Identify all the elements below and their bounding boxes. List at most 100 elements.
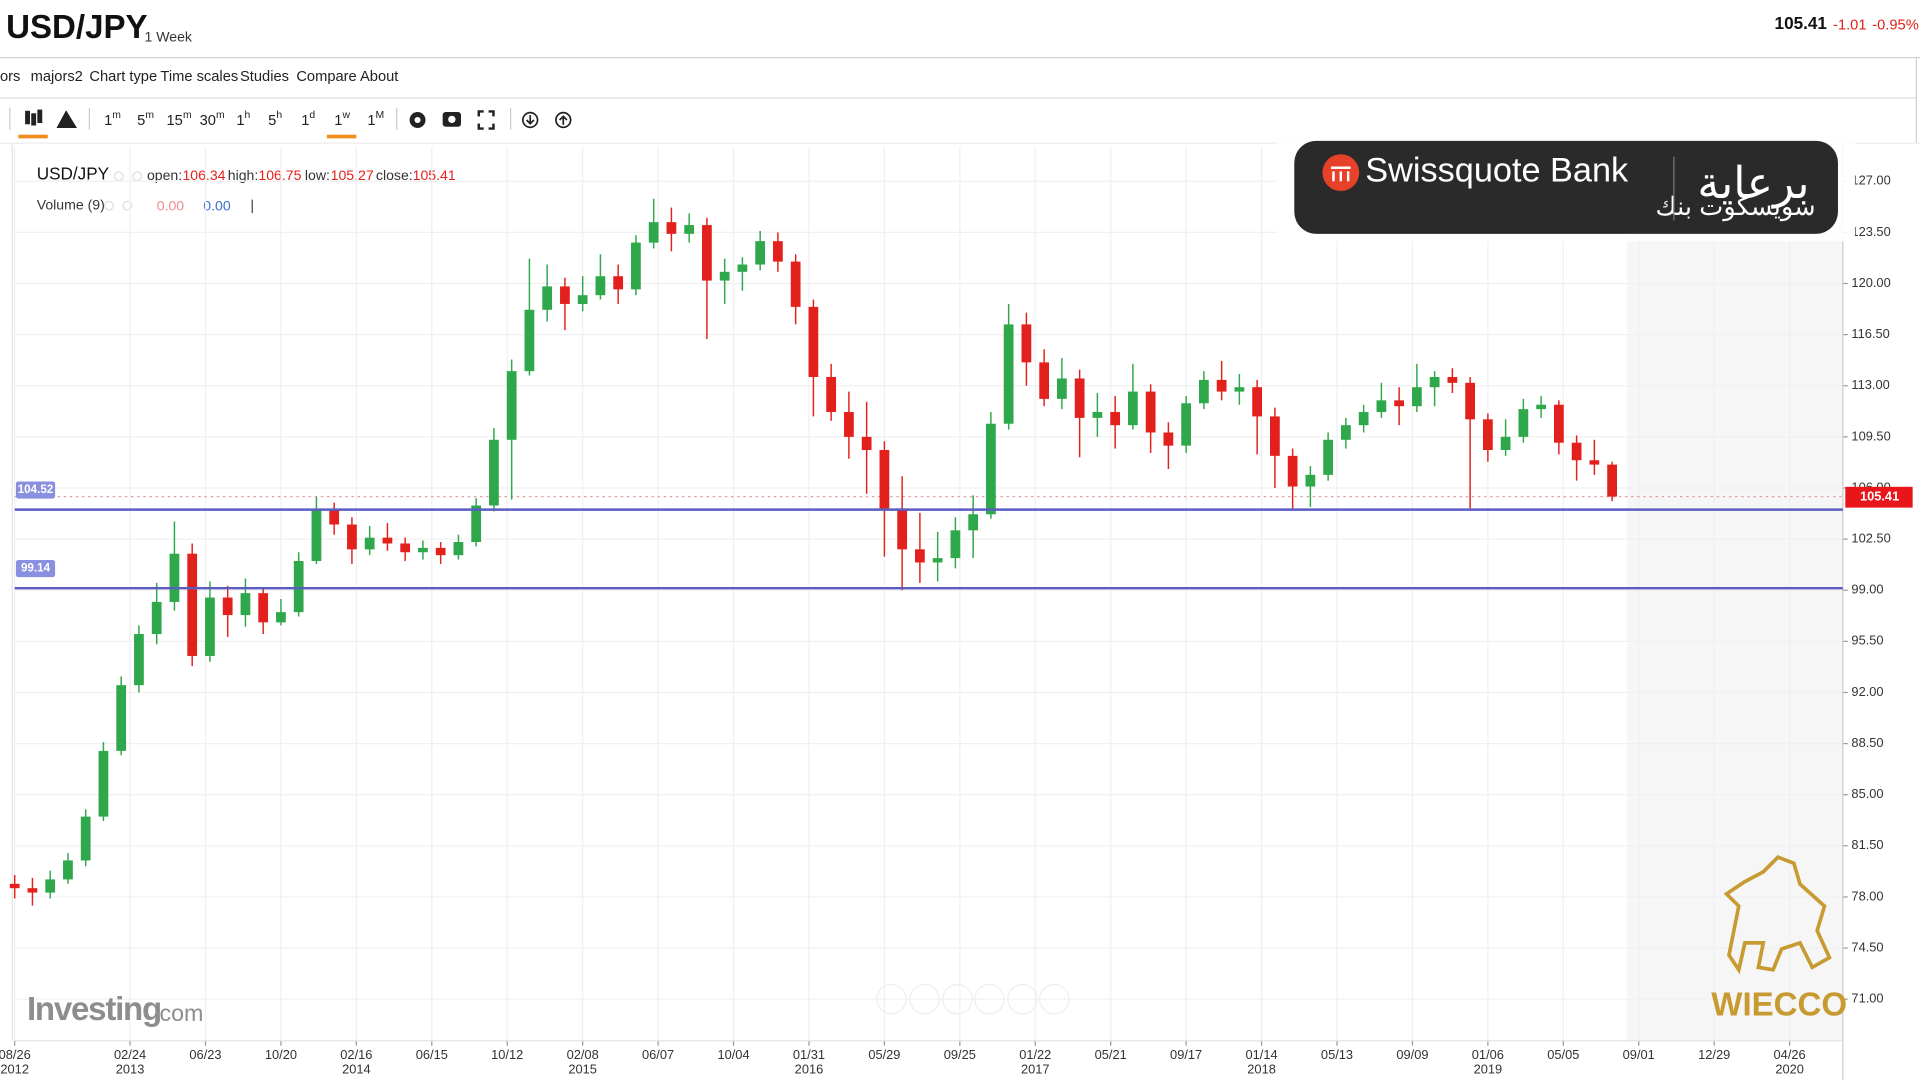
x-tick-label: 09/09 <box>1396 1047 1428 1062</box>
candle-body <box>1216 379 1227 392</box>
candle-body <box>950 530 961 559</box>
candle-body <box>1553 404 1564 443</box>
candle-body <box>1536 404 1547 410</box>
interval-unit: m <box>112 110 121 121</box>
interval-number: 15 <box>167 113 183 129</box>
plot: 71.00 74.50 78.00 81.50 85.00 88.50 92.00 95.50… <box>0 143 1913 1080</box>
candle-body <box>169 553 180 602</box>
candle-chart-button[interactable] <box>25 109 43 126</box>
x-tick-label: 09/17 <box>1170 1047 1202 1062</box>
menu-item[interactable]: Chart type <box>89 69 157 85</box>
candle-body <box>311 509 322 562</box>
candle-body <box>719 271 730 281</box>
candle-body <box>63 860 73 880</box>
menu-item[interactable]: About <box>360 69 398 85</box>
candle-body <box>1181 403 1192 446</box>
candle-body <box>1323 439 1334 475</box>
toolbar <box>9 107 572 139</box>
candle-body <box>1589 460 1600 465</box>
candle-body <box>684 225 695 234</box>
candle-body <box>293 561 304 613</box>
candle-body <box>1518 409 1529 437</box>
menu-item[interactable]: ors <box>0 69 20 85</box>
candle-body <box>1287 455 1298 487</box>
candle-body <box>418 547 428 553</box>
high-value: 106.75 <box>258 167 301 183</box>
candle-body <box>666 222 677 234</box>
interval-unit: m <box>216 110 225 121</box>
candle-body <box>1234 387 1245 392</box>
interval-number: 5 <box>137 113 145 129</box>
candle-body <box>968 514 979 531</box>
x-tick-label: 10/12 <box>491 1047 523 1062</box>
low-value: 105.27 <box>331 167 374 183</box>
candle-body <box>453 542 464 556</box>
candle-body <box>844 412 854 437</box>
menu-item[interactable]: Studies <box>240 69 289 85</box>
screenshot-button[interactable] <box>442 112 462 127</box>
volume-value: 0.00 <box>203 198 231 214</box>
x-tick-label: 06/15 <box>416 1047 448 1062</box>
interval-unit: h <box>276 110 282 121</box>
future-area <box>1626 146 1843 1041</box>
candle-body <box>613 276 624 290</box>
candle-body <box>400 543 411 553</box>
x-tick-label: 10/20 <box>265 1047 297 1062</box>
area-chart-button[interactable] <box>56 110 78 128</box>
sponsor-brand-arabic: سويسكوت بنك <box>1656 193 1816 222</box>
candle-body <box>1394 400 1405 407</box>
candle-body <box>45 879 56 893</box>
candle-body <box>116 685 127 751</box>
candle-body <box>1003 324 1014 424</box>
candle-body <box>1465 382 1476 420</box>
fullscreen-button[interactable] <box>477 110 495 130</box>
candle-body <box>524 309 535 372</box>
x-tick-label: 06/23 <box>189 1047 221 1062</box>
interval-button[interactable]: 30 m <box>200 110 225 129</box>
x-tick-label: 09/01 <box>1623 1047 1655 1062</box>
candle-body <box>471 505 482 543</box>
x-tick-sublabel: 2015 <box>568 1062 597 1077</box>
candle-body <box>1057 378 1067 399</box>
candle-body <box>631 242 641 290</box>
candle-body <box>755 241 766 265</box>
menu-item[interactable]: Compare <box>296 69 356 85</box>
upload-button[interactable] <box>555 111 572 129</box>
candle-body <box>151 601 162 635</box>
download-button[interactable] <box>522 111 539 129</box>
interval-button[interactable]: 15 m <box>167 110 192 129</box>
x-tick-sublabel: 2020 <box>1775 1062 1804 1077</box>
x-tick-label: 02/08 <box>567 1047 599 1062</box>
candle-body <box>1110 412 1121 426</box>
x-tick-label: 02/16 <box>340 1047 372 1062</box>
symbol-title: USD/JPY <box>6 9 147 46</box>
menu-item[interactable]: majors2 <box>31 69 83 85</box>
header-change: -1.01 <box>1833 18 1866 34</box>
header-change-pct: -0.95% <box>1872 18 1919 34</box>
candle-body <box>1021 324 1032 363</box>
x-tick-label: 05/13 <box>1321 1047 1353 1062</box>
candle-body <box>897 508 908 550</box>
candle-body <box>542 286 553 310</box>
volume-label: Volume (9) <box>37 196 105 212</box>
candle-body <box>1447 376 1458 383</box>
settings-button[interactable] <box>409 112 426 128</box>
candle-body <box>364 537 375 550</box>
candle-body <box>27 888 38 893</box>
candle-body <box>205 597 215 656</box>
volume-value: 0.00 <box>157 198 185 214</box>
candle-body <box>790 261 801 307</box>
candle-body <box>1092 412 1103 418</box>
open-value: 106.34 <box>182 167 225 183</box>
y-tick-label: 78.00 <box>1851 888 1883 903</box>
candle-body <box>808 306 819 377</box>
menu-item[interactable]: Time scales <box>160 69 238 85</box>
